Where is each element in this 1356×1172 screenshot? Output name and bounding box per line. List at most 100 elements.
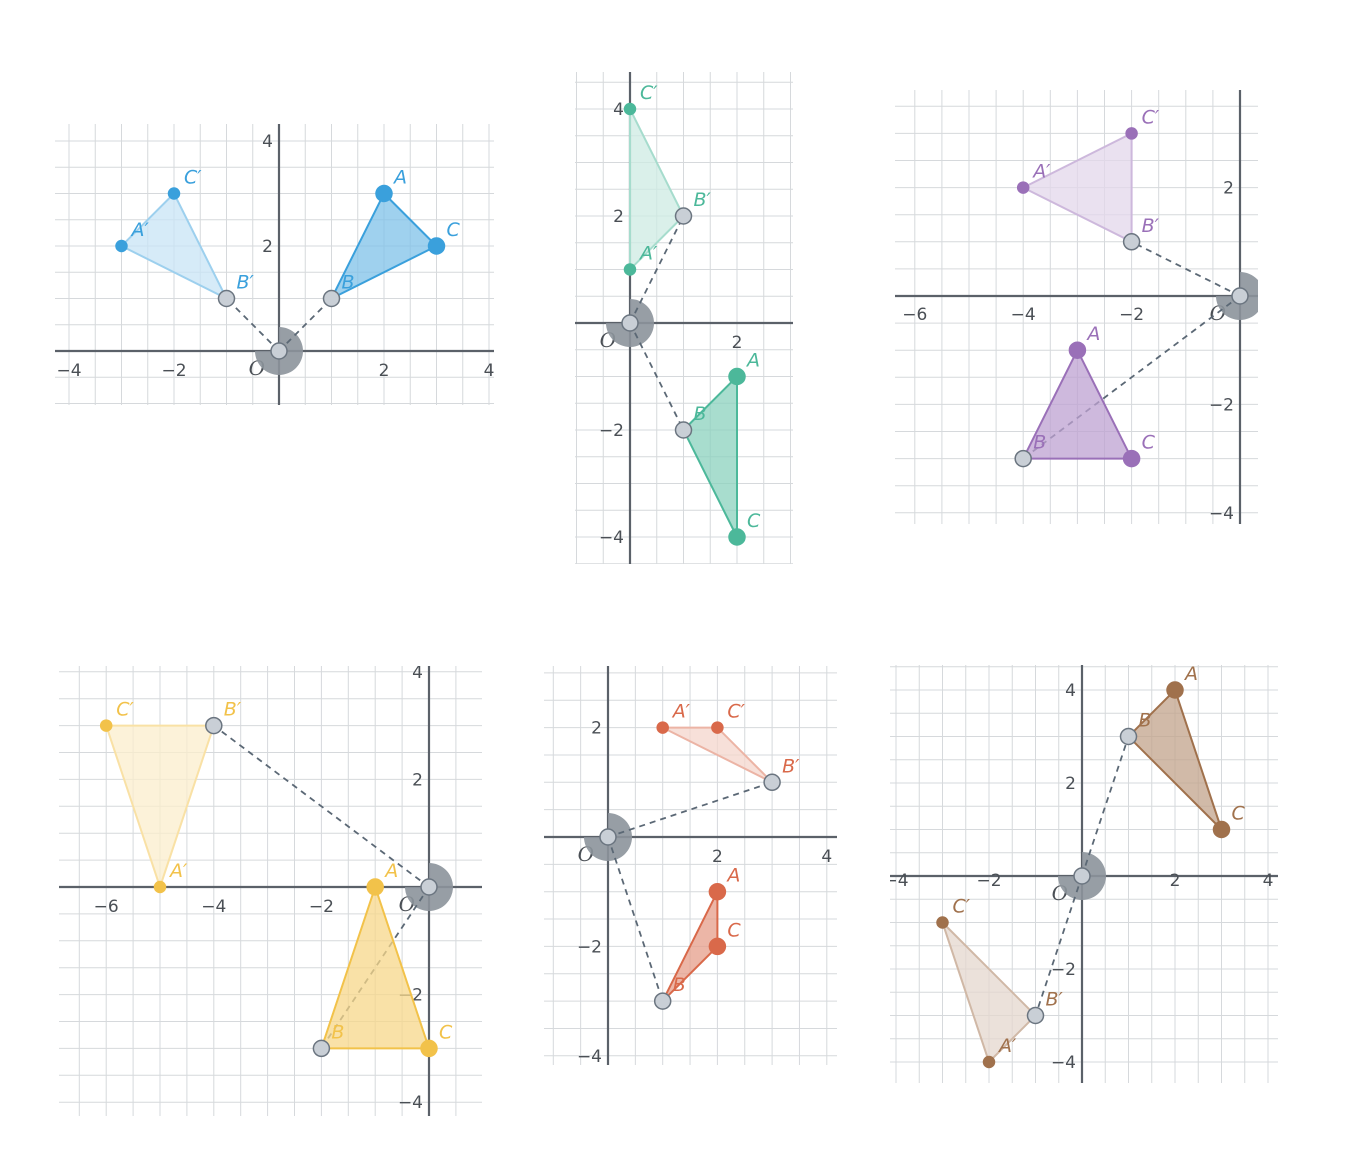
- vertex-point: [1026, 1006, 1045, 1025]
- y-tick-label: −2: [1051, 960, 1076, 980]
- y-tick-label: 2: [1223, 179, 1234, 199]
- dashed-ray-to-B: [1081, 736, 1130, 877]
- x-tick-label: −2: [1119, 305, 1144, 325]
- vertex-label: C: [1142, 432, 1156, 454]
- vertex-label: B: [1139, 710, 1152, 732]
- vertex-point: [1212, 820, 1231, 839]
- image-triangle: [629, 108, 685, 272]
- y-tick-label: 2: [262, 237, 273, 257]
- panel-chandler: Chandler’s Drawing 2 4 −4 −2 2 O A′ B′ C′ A B C: [528, 596, 839, 1138]
- vertex-label: C: [747, 510, 761, 532]
- vertex-point: [728, 367, 746, 386]
- vertex-point: [1125, 127, 1138, 140]
- vertex-label: A′: [1031, 161, 1051, 183]
- panel-mateo: Mateo’s Drawing 2 −4 −2 2 4 O A′ B′ C′ A B C: [528, 20, 839, 572]
- vertex-label: A′: [130, 219, 150, 241]
- center-of-rotation-point: [621, 314, 639, 332]
- vertex-point: [623, 263, 637, 276]
- vertex-label: A′: [168, 860, 188, 882]
- coordinate-grid: 2 −4 −2 2 4 O A′ B′ C′ A B C: [575, 72, 793, 564]
- vertex-label: B: [1033, 432, 1046, 454]
- vertex-point: [1068, 341, 1087, 359]
- coordinate-grid: −4 −2 2 4 −4 −2 2 4 O A′ B′ C′ A B C: [890, 665, 1278, 1083]
- vertex-label: B′: [694, 189, 712, 211]
- original-triangle: [1021, 347, 1134, 460]
- vertex-label: B′: [782, 755, 800, 777]
- vertex-point: [115, 239, 128, 253]
- vertex-label: C: [727, 919, 741, 941]
- original-triangle: [661, 891, 719, 1002]
- vertex-label: B: [331, 1021, 344, 1043]
- panel-title: Chandler’s Drawing: [561, 601, 806, 632]
- panel-title: Peter’s Drawing: [977, 25, 1177, 56]
- dashed-ray-to-B-prime: [1034, 875, 1083, 1016]
- vertex-label: C: [439, 1021, 453, 1043]
- vertex-label: C′: [184, 167, 202, 189]
- vertex-point: [205, 716, 223, 735]
- vertex-label: C′: [116, 699, 134, 721]
- x-tick-label: −6: [94, 897, 119, 917]
- x-tick-label: 2: [1170, 871, 1181, 891]
- vertex-label: B: [694, 403, 707, 425]
- y-tick-label: 4: [412, 666, 423, 683]
- vertex-label: B′: [1142, 215, 1160, 237]
- vertex-label: A: [392, 167, 407, 189]
- vertex-point: [982, 1055, 996, 1069]
- vertex-label: B′: [224, 699, 242, 721]
- x-tick-label: 4: [484, 361, 494, 381]
- x-tick-label: −2: [161, 361, 186, 381]
- center-of-rotation-point: [1073, 867, 1091, 885]
- vertex-label: C: [1232, 803, 1246, 825]
- vertex-point: [674, 421, 693, 439]
- vertex-point: [708, 882, 727, 901]
- y-tick-label: 2: [591, 719, 602, 739]
- center-of-rotation-point: [1231, 287, 1249, 305]
- x-tick-label: −4: [1011, 305, 1036, 325]
- vertex-point: [420, 1039, 438, 1058]
- vertex-point: [167, 187, 181, 200]
- panel-title: Ezaria Drawing: [172, 601, 363, 632]
- vertex-label: B: [342, 272, 355, 294]
- dashed-ray-to-B: [629, 322, 685, 431]
- dashed-ray-to-B-prime: [225, 297, 280, 352]
- grid-lines: [575, 72, 793, 564]
- y-tick-label: 2: [412, 770, 423, 790]
- vertex-point: [1122, 233, 1141, 251]
- x-tick-label: −4: [56, 361, 81, 381]
- original-triangle: [682, 374, 738, 538]
- y-tick-label: 2: [613, 207, 624, 227]
- y-tick-label: −4: [599, 528, 624, 548]
- y-tick-label: 2: [1065, 774, 1076, 794]
- x-tick-label: 4: [1263, 871, 1274, 891]
- image-triangle: [104, 724, 216, 891]
- y-tick-label: −2: [599, 421, 624, 441]
- center-of-rotation-point: [270, 342, 288, 360]
- y-tick-label: 4: [262, 132, 273, 152]
- y-tick-label: −4: [577, 1047, 602, 1065]
- vertex-label: C′: [1142, 106, 1160, 128]
- y-tick-label: 4: [613, 100, 624, 120]
- vertex-point: [728, 528, 746, 546]
- vertex-point: [711, 721, 724, 734]
- dashed-ray-to-B-prime: [629, 215, 685, 324]
- vertex-point: [1122, 449, 1141, 468]
- image-triangle: [119, 191, 229, 301]
- image-triangle: [662, 726, 773, 784]
- y-tick-label: −4: [1051, 1053, 1076, 1073]
- dashed-ray-to-B: [607, 836, 664, 1002]
- vertex-point: [623, 102, 637, 116]
- vertex-label: A: [1085, 323, 1100, 345]
- vertex-label: C: [447, 219, 461, 241]
- vertex-point: [322, 289, 341, 308]
- vertex-label: B′: [237, 272, 255, 294]
- x-tick-label: −4: [890, 871, 909, 891]
- y-tick-label: −4: [398, 1093, 423, 1113]
